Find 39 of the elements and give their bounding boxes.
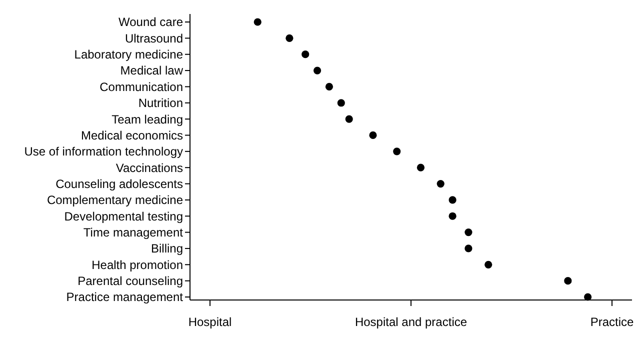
- point: [564, 277, 572, 285]
- y-tick-label: Ultrasound: [124, 31, 183, 46]
- point: [584, 293, 592, 301]
- y-tick-label: Developmental testing: [64, 209, 183, 224]
- point: [464, 228, 472, 236]
- text: Hospital and practice: [354, 315, 468, 329]
- y-tick-label: Wound care: [118, 15, 184, 30]
- y-tick-label: Complementary medicine: [46, 193, 184, 208]
- point: [325, 82, 334, 91]
- point: [313, 66, 322, 74]
- y-tick-label: Practice management: [66, 290, 184, 304]
- point: [436, 180, 444, 188]
- point: [448, 196, 456, 204]
- point: [254, 18, 262, 26]
- y-tick-label: Parental counseling: [78, 274, 183, 288]
- text: Hospital: [188, 315, 232, 329]
- y-tick-label: Laboratory medicine: [74, 48, 184, 62]
- y-tick-label: Communication: [100, 80, 183, 94]
- point: [302, 50, 310, 58]
- point: [369, 131, 377, 140]
- point: [464, 244, 472, 252]
- point: [448, 212, 456, 220]
- point: [393, 148, 401, 156]
- y-tick-label: Medical economics: [80, 128, 183, 142]
- point: [416, 164, 425, 172]
- y-tick-label: Vaccinations: [116, 160, 183, 175]
- y-tick-label: Time management: [83, 225, 184, 240]
- y-tick-label: Use of information technology: [24, 144, 183, 159]
- y-tick-label: Team leading: [112, 112, 183, 126]
- point: [337, 99, 345, 107]
- point: [484, 260, 492, 268]
- point: [345, 115, 353, 123]
- y-tick-label: Nutrition: [138, 96, 183, 110]
- point: [286, 34, 294, 42]
- y-tick-label: Health promotion: [92, 258, 183, 272]
- y-tick-label: Billing: [150, 242, 183, 256]
- text: Practice: [590, 315, 634, 329]
- y-tick-label: Medical law: [120, 64, 184, 78]
- y-tick-label: Counseling adolescents: [56, 176, 183, 191]
